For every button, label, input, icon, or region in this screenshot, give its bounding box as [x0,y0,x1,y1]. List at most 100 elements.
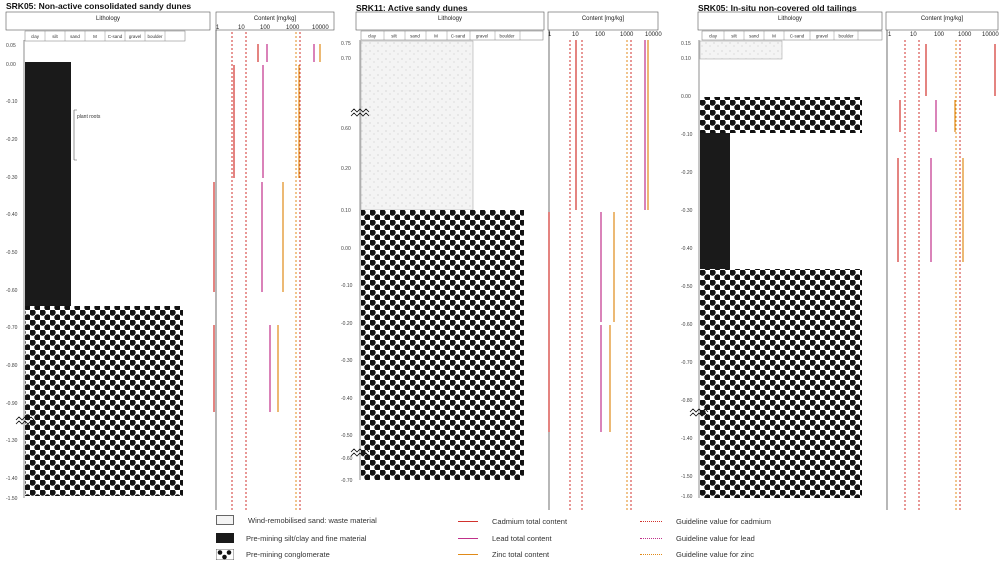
grain-header-gravel: gravel [129,34,141,39]
lithology-header-box [355,11,545,31]
tick-10: 10 [910,32,917,38]
depth-label: -1.40 [6,476,18,482]
grain-header-m-sand: M [772,34,776,39]
depth-label: -0.50 [681,284,693,290]
grain-header-c-sand: C-sand [790,34,805,39]
break-mark [350,108,370,117]
plant-roots-bracket [73,109,77,161]
depth-label: -0.20 [6,137,18,143]
break-mark [350,448,370,457]
break-mark [689,408,709,417]
tick-1000: 1000 [286,25,300,31]
content-header: Content [mg/kg] [582,16,625,22]
panel-srk05-tailings: Lithology Content [mg/kg] clay silt sand… [681,11,999,510]
content-axis-ticks: 1 10 100 1000 10000 [888,32,999,38]
tick-10: 10 [572,32,579,38]
panel-title-srk05-dunes: SRK05: Non-active consolidated sandy dun… [6,1,192,11]
grain-header-clay: clay [31,34,40,39]
legend-item-fine-material: Pre-mining silt/clay and fine material [216,533,366,543]
lithology-header-box [697,11,883,31]
swatch-guideline-cadmium [640,521,662,522]
tick-100: 100 [260,25,271,31]
depth-label: 0.70 [341,56,351,62]
tick-1000: 1000 [620,32,634,38]
soil-profile-diagram: Lithology Content [mg/kg] clay silt sand… [5,11,999,510]
legend-label: Guideline value for cadmium [676,517,772,526]
layer-wind-sand [360,40,474,211]
grain-header-silt: silt [731,34,737,39]
layer-conglomerate [700,97,862,133]
depth-label: -1.30 [6,438,18,444]
depth-label: -0.20 [341,321,353,327]
legend: Wind-remobilised sand: waste material Pr… [0,512,1001,562]
legend-item-conglomerate: Pre-mining conglomerate [216,549,330,560]
grain-header-boulder: boulder [499,34,515,39]
depth-label: 0.05 [6,43,16,49]
tick-100: 100 [595,32,606,38]
plant-roots-label: plant roots [77,114,101,120]
tick-1000: 1000 [958,32,972,38]
content-header-box [215,11,335,31]
legend-item-lead: Lead total content [458,534,552,543]
tick-10000: 10000 [982,32,999,38]
legend-label: Pre-mining silt/clay and fine material [246,533,367,543]
grain-header-m-sand: M [93,34,97,39]
panel-srk05-dunes: Lithology Content [mg/kg] clay silt sand… [5,11,335,510]
layer-wind-sand [699,40,783,60]
depth-label: 0.20 [341,166,351,172]
depth-label: -0.20 [681,170,693,176]
depth-label: -0.70 [341,478,353,484]
grain-header-silt: silt [52,34,58,39]
depth-label: 0.00 [681,94,691,100]
depth-label: 0.60 [341,126,351,132]
legend-item-wind-sand: Wind-remobilised sand: waste material [216,515,377,525]
lithology-header: Lithology [96,16,120,22]
legend-label: Pre-mining conglomerate [246,550,330,559]
depth-label: -1.50 [681,474,693,480]
swatch-guideline-lead [640,538,662,539]
grain-header-f-sand: sand [410,34,420,39]
tick-10000: 10000 [645,32,662,38]
legend-label: Wind-remobilised sand: waste material [248,515,377,525]
content-header: Content [mg/kg] [921,16,964,22]
grain-header-gravel: gravel [816,34,828,39]
legend-label: Guideline value for lead [676,534,755,543]
depth-label: -0.10 [6,99,18,105]
lithology-header: Lithology [438,16,462,22]
depth-label: 0.75 [341,41,351,47]
legend-item-zinc: Zinc total content [458,550,549,559]
depth-label: 0.10 [341,208,351,214]
depth-label: 0.00 [341,246,351,252]
content-header-box [547,11,659,31]
layer-fine-material [25,62,71,306]
grain-header-boulder: boulder [838,34,854,39]
break-mark [15,416,35,425]
grain-header-f-sand: sand [70,34,80,39]
depth-label: -0.50 [341,433,353,439]
legend-label: Zinc total content [492,550,550,559]
content-axis-ticks: 1 10 100 1000 10000 [216,25,329,31]
tick-1: 1 [548,32,552,38]
depth-label: -0.40 [6,212,18,218]
depth-label: -0.60 [681,322,693,328]
depth-axis-labels: 0.05 0.00 -0.10 -0.20 -0.30 -0.40 -0.50 … [6,43,18,502]
content-header: Content [mg/kg] [254,16,297,22]
swatch-guideline-zinc [640,554,662,555]
legend-item-guideline-zinc: Guideline value for zinc [640,550,754,559]
depth-axis-labels: 0.75 0.70 0.60 0.20 0.10 0.00 -0.10 -0.2… [341,41,353,484]
tick-10: 10 [238,25,245,31]
grain-header-silt: silt [391,34,397,39]
depth-label: -0.30 [341,358,353,364]
lithology-header: Lithology [778,16,802,22]
panel-title-srk05-tailings: SRK05: In-situ non-covered old tailings [698,3,857,13]
tick-10000: 10000 [312,25,329,31]
depth-axis-labels: 0.15 0.10 0.00 -0.10 -0.20 -0.30 -0.40 -… [681,41,693,500]
depth-label: -0.10 [341,283,353,289]
legend-item-guideline-cadmium: Guideline value for cadmium [640,517,771,526]
depth-label: -0.80 [681,398,693,404]
legend-label: Lead total content [492,534,552,543]
depth-label: -0.30 [6,175,18,181]
depth-label: -1.50 [6,496,18,502]
depth-label: -1.60 [681,494,693,500]
panel-title-srk11: SRK11: Active sandy dunes [356,3,468,13]
